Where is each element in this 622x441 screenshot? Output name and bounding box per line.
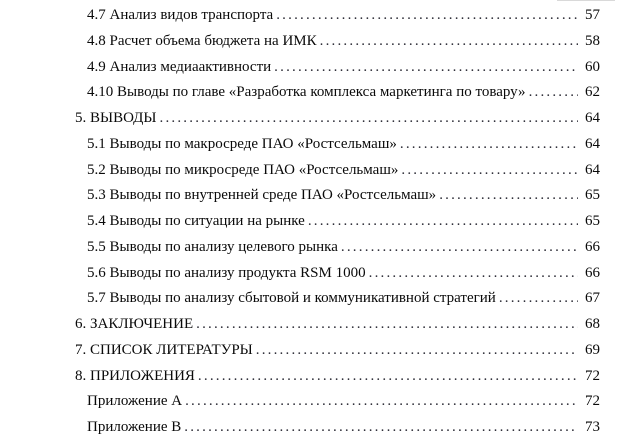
toc-entry-label: 4.8 Расчет объема бюджета на ИМК bbox=[87, 32, 317, 49]
toc-entry-page: 64 bbox=[585, 161, 600, 178]
toc-entry-page: 73 bbox=[585, 419, 600, 435]
toc-entry[interactable]: Приложение А............................… bbox=[0, 389, 622, 415]
toc-entry-label: 5.3 Выводы по внутренней среде ПАО «Рост… bbox=[87, 187, 437, 204]
toc-entry-label: 4.7 Анализ видов транспорта bbox=[87, 7, 274, 23]
toc-entry-label: 5.6 Выводы по анализу продукта RSM 1000 bbox=[87, 264, 366, 281]
toc-entry-page: 69 bbox=[585, 341, 600, 358]
toc-entry-label: Приложение А bbox=[87, 393, 183, 410]
dot-leader: ........................................… bbox=[340, 238, 578, 255]
toc-entry[interactable]: 8. ПРИЛОЖЕНИЯ...........................… bbox=[0, 364, 622, 390]
dot-leader: ........................................… bbox=[274, 58, 578, 75]
toc-entry[interactable]: 5.2 Выводы по микросреде ПАО «Ростсельма… bbox=[0, 158, 622, 184]
dot-leader: ........................................… bbox=[399, 135, 578, 152]
toc-entry-label: 5. ВЫВОДЫ bbox=[75, 110, 157, 126]
toc-entry[interactable]: 4.7 Анализ видов транспорта.............… bbox=[0, 3, 622, 29]
toc-entry-page: 64 bbox=[585, 110, 600, 126]
toc-entry-page: 64 bbox=[585, 135, 600, 152]
toc-entry-page: 67 bbox=[585, 290, 600, 307]
toc-entry[interactable]: 4.9 Анализ медиаактивности..............… bbox=[0, 55, 622, 81]
top-edge-artifact-line bbox=[557, 0, 615, 1]
toc-entry[interactable]: 4.8 Расчет объема бюджета на ИМК........… bbox=[0, 29, 622, 55]
dot-leader: ........................................… bbox=[196, 316, 578, 332]
toc-entry[interactable]: 5.4 Выводы по ситуации на рынке.........… bbox=[0, 209, 622, 235]
toc-entry[interactable]: 6. ЗАКЛЮЧЕНИЕ...........................… bbox=[0, 312, 622, 338]
toc-entry-label: 7. СПИСОК ЛИТЕРАТУРЫ bbox=[75, 341, 253, 358]
dot-leader: ........................................… bbox=[401, 161, 578, 178]
toc-entry-label: 8. ПРИЛОЖЕНИЯ bbox=[75, 367, 195, 384]
dot-leader: ........................................… bbox=[368, 264, 578, 281]
toc-entry-page: 66 bbox=[585, 264, 600, 281]
toc-entry-page: 65 bbox=[585, 187, 600, 204]
dot-leader: ........................................… bbox=[159, 110, 579, 126]
toc-entry-page: 60 bbox=[585, 58, 600, 75]
toc-entry-page: 72 bbox=[585, 367, 600, 384]
toc-entry[interactable]: 5. ВЫВОДЫ...............................… bbox=[0, 106, 622, 132]
toc-entry[interactable]: 4.10 Выводы по главе «Разработка комплек… bbox=[0, 80, 622, 106]
toc-entry-label: 4.9 Анализ медиаактивности bbox=[87, 58, 272, 75]
toc-entry-page: 65 bbox=[585, 213, 600, 229]
toc-entry[interactable]: 5.7 Выводы по анализу сбытовой и коммуни… bbox=[0, 286, 622, 312]
toc-entry-label: 6. ЗАКЛЮЧЕНИЕ bbox=[75, 316, 194, 332]
toc-entry-page: 58 bbox=[585, 32, 600, 49]
toc-entry[interactable]: 5.3 Выводы по внутренней среде ПАО «Рост… bbox=[0, 183, 622, 209]
dot-leader: ........................................… bbox=[319, 32, 578, 49]
toc-entry-label: 5.7 Выводы по анализу сбытовой и коммуни… bbox=[87, 290, 496, 307]
toc-entry-label: 4.10 Выводы по главе «Разработка комплек… bbox=[87, 84, 526, 101]
toc-entry[interactable]: 5.1 Выводы по макросреде ПАО «Ростсельма… bbox=[0, 132, 622, 158]
dot-leader: ........................................… bbox=[439, 187, 578, 204]
toc-entry[interactable]: 7. СПИСОК ЛИТЕРАТУРЫ....................… bbox=[0, 338, 622, 364]
toc-entry-label: 5.1 Выводы по макросреде ПАО «Ростсельма… bbox=[87, 135, 397, 152]
dot-leader: ........................................… bbox=[255, 341, 578, 358]
toc-entry-page: 68 bbox=[585, 316, 600, 332]
dot-leader: ........................................… bbox=[528, 84, 578, 101]
dot-leader: ........................................… bbox=[184, 419, 578, 435]
dot-leader: ........................................… bbox=[197, 367, 578, 384]
dot-leader: ........................................… bbox=[498, 290, 578, 307]
toc-entry-page: 66 bbox=[585, 238, 600, 255]
toc-entry-label: 5.2 Выводы по микросреде ПАО «Ростсельма… bbox=[87, 161, 399, 178]
toc-entry-page: 57 bbox=[585, 7, 600, 23]
toc-entry-label: 5.5 Выводы по анализу целевого рынка bbox=[87, 238, 338, 255]
dot-leader: ........................................… bbox=[276, 7, 578, 23]
toc-entry[interactable]: 5.5 Выводы по анализу целевого рынка....… bbox=[0, 235, 622, 261]
toc-entry[interactable]: Приложение В............................… bbox=[0, 415, 622, 441]
toc-entry-page: 72 bbox=[585, 393, 600, 410]
toc-entry-label: 5.4 Выводы по ситуации на рынке bbox=[87, 213, 305, 229]
toc-entry[interactable]: 5.6 Выводы по анализу продукта RSM 1000.… bbox=[0, 261, 622, 287]
dot-leader: ........................................… bbox=[185, 393, 578, 410]
dot-leader: ........................................… bbox=[307, 213, 578, 229]
toc-entry-page: 62 bbox=[585, 84, 600, 101]
toc-entry-label: Приложение В bbox=[87, 419, 182, 435]
